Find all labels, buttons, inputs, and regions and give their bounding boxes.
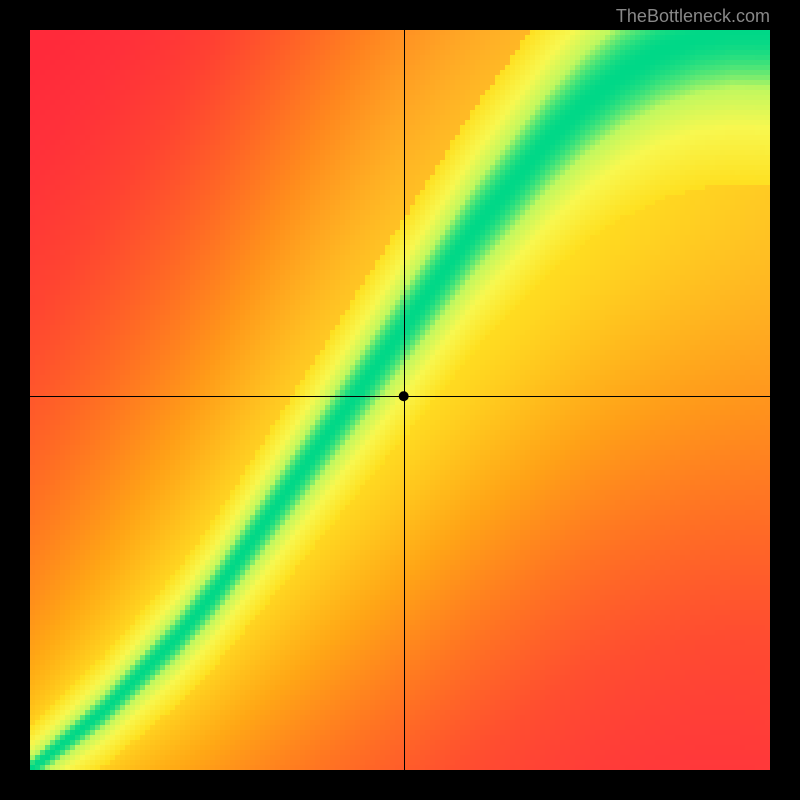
heatmap-plot bbox=[30, 30, 770, 770]
heatmap-canvas bbox=[30, 30, 770, 770]
chart-frame: TheBottleneck.com bbox=[0, 0, 800, 800]
watermark-text: TheBottleneck.com bbox=[616, 6, 770, 27]
